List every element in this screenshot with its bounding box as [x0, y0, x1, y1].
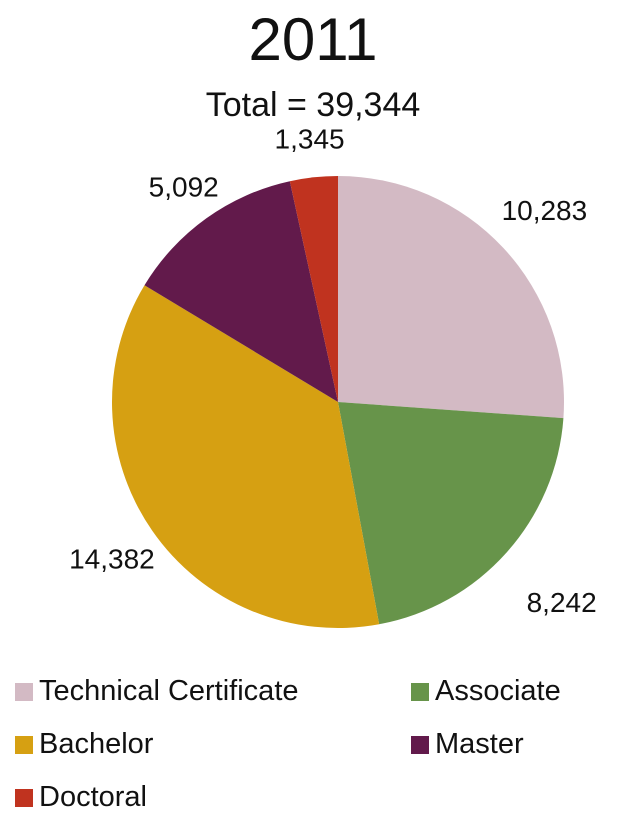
pie-slice-master [144, 181, 338, 402]
data-label-associate: 8,242 [527, 587, 597, 618]
legend-label: Associate [435, 675, 561, 707]
legend-item-master: Master [411, 728, 524, 761]
legend-label: Master [435, 728, 524, 760]
pie-slice-associate [338, 402, 564, 625]
legend-label: Doctoral [39, 781, 147, 813]
data-label-bachelor: 14,382 [69, 544, 155, 575]
data-label-doctoral: 1,345 [275, 124, 345, 155]
legend-item-associate: Associate [411, 675, 561, 708]
legend-item-technical-certificate: Technical Certificate [15, 675, 299, 708]
pie-slice-technical-certificate [338, 176, 564, 419]
pie-slice-doctoral [289, 176, 338, 402]
pie-slice-bachelor [112, 285, 380, 628]
data-label-master: 5,092 [149, 172, 219, 203]
legend-swatch [411, 735, 429, 754]
legend-label: Technical Certificate [39, 675, 299, 707]
chart-title: 2011 [248, 6, 378, 73]
legend-swatch [15, 682, 33, 701]
chart-subtitle: Total = 39,344 [205, 86, 421, 124]
legend-swatch [15, 735, 33, 754]
legend-swatch [15, 788, 33, 807]
legend-item-doctoral: Doctoral [15, 781, 147, 814]
legend-swatch [411, 682, 429, 701]
legend-item-bachelor: Bachelor [15, 728, 153, 761]
legend-label: Bachelor [39, 728, 154, 760]
data-label-technical-certificate: 10,283 [502, 195, 588, 226]
